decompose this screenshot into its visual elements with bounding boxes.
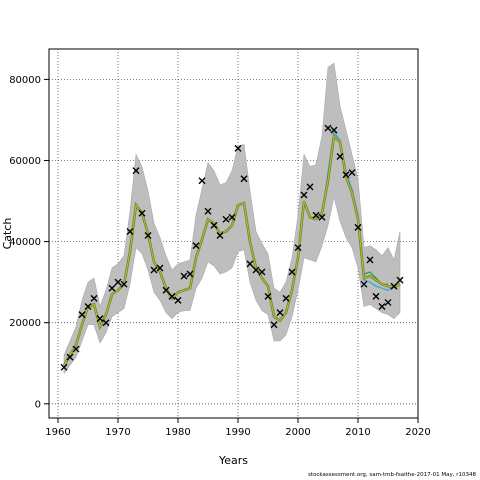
- observed-point-1975: [144, 232, 152, 240]
- observed-point-1966: [90, 294, 98, 302]
- observed-point-2009: [348, 169, 356, 177]
- observed-point-1965: [84, 302, 92, 310]
- observed-point-2004: [318, 213, 326, 221]
- observed-point-1997: [276, 309, 284, 317]
- observed-point-2017: [396, 276, 404, 284]
- x-tick-label-1980: 1980: [165, 427, 190, 438]
- x-axis-title: Years: [218, 454, 248, 467]
- observed-point-1963: [72, 345, 80, 353]
- observed-point-2014: [378, 302, 386, 310]
- footer-credit: stockassessment.org, sam-tmb-fsaithe-201…: [308, 472, 476, 478]
- observed-point-1998: [282, 294, 290, 302]
- x-tick-label-1960: 1960: [45, 427, 70, 438]
- observed-point-1993: [252, 266, 260, 274]
- x-tick-label-2000: 2000: [285, 427, 310, 438]
- observed-point-1967: [96, 315, 104, 323]
- observed-point-1970: [114, 278, 122, 286]
- observed-point-1984: [198, 177, 206, 185]
- observed-point-1994: [258, 268, 266, 276]
- observed-point-2003: [312, 211, 320, 219]
- observed-point-2005: [324, 124, 332, 132]
- observed-point-1968: [102, 319, 110, 327]
- observed-point-2011: [360, 280, 368, 288]
- observed-point-1986: [210, 221, 218, 229]
- observed-point-1973: [132, 167, 140, 175]
- observed-point-2007: [336, 152, 344, 160]
- y-tick-label-40000: 40000: [9, 237, 41, 248]
- observed-point-1981: [180, 272, 188, 280]
- y-axis-title: Catch: [1, 218, 14, 250]
- observed-point-2013: [372, 292, 380, 300]
- y-tick-label-60000: 60000: [9, 156, 41, 167]
- observed-point-1969: [108, 284, 116, 292]
- observed-point-1989: [228, 213, 236, 221]
- observed-point-1999: [288, 268, 296, 276]
- observed-point-2008: [342, 171, 350, 179]
- observed-point-1992: [246, 260, 254, 268]
- x-axis: 1960 1970 1980 1990 2000 2010 2020: [45, 418, 431, 438]
- estimate-overlay-line: [63, 135, 401, 366]
- observed-point-1979: [168, 292, 176, 300]
- observed-point-1976: [150, 266, 158, 274]
- observed-point-1987: [216, 232, 224, 240]
- observed-point-1972: [126, 227, 134, 235]
- observed-point-1988: [222, 215, 230, 223]
- y-tick-label-20000: 20000: [9, 318, 41, 329]
- plot-frame: [48, 48, 419, 419]
- x-tick-label-1990: 1990: [225, 427, 250, 438]
- observed-point-1990: [234, 144, 242, 152]
- observed-point-1995: [264, 292, 272, 300]
- observed-point-1982: [186, 270, 194, 278]
- observed-point-1978: [162, 286, 170, 294]
- confidence-band: [63, 62, 401, 375]
- observed-point-2016: [390, 282, 398, 290]
- observed-point-1961: [60, 363, 68, 371]
- observed-point-1996: [270, 321, 278, 329]
- x-tick-label-1970: 1970: [105, 427, 130, 438]
- observed-point-2006: [330, 126, 338, 134]
- observed-point-2000: [294, 244, 302, 252]
- observed-point-1962: [66, 353, 74, 361]
- x-tick-label-2020: 2020: [405, 427, 430, 438]
- observed-points: [60, 124, 404, 371]
- observed-point-2012: [366, 256, 374, 264]
- x-tick-label-2010: 2010: [345, 427, 370, 438]
- observed-point-2002: [306, 183, 314, 191]
- y-tick-label-80000: 80000: [9, 75, 41, 86]
- observed-point-1977: [156, 264, 164, 272]
- observed-point-2001: [300, 191, 308, 199]
- observed-point-1964: [78, 311, 86, 319]
- observed-point-2010: [354, 223, 362, 231]
- observed-point-1980: [174, 296, 182, 304]
- observed-point-2015: [384, 298, 392, 306]
- observed-point-1983: [192, 242, 200, 250]
- observed-point-1971: [120, 280, 128, 288]
- y-tick-label-0: 0: [35, 399, 41, 410]
- observed-point-1974: [138, 209, 146, 217]
- observed-point-1991: [240, 175, 248, 183]
- observed-point-1985: [204, 207, 212, 215]
- y-axis: 0 20000 40000 60000 80000: [9, 75, 49, 410]
